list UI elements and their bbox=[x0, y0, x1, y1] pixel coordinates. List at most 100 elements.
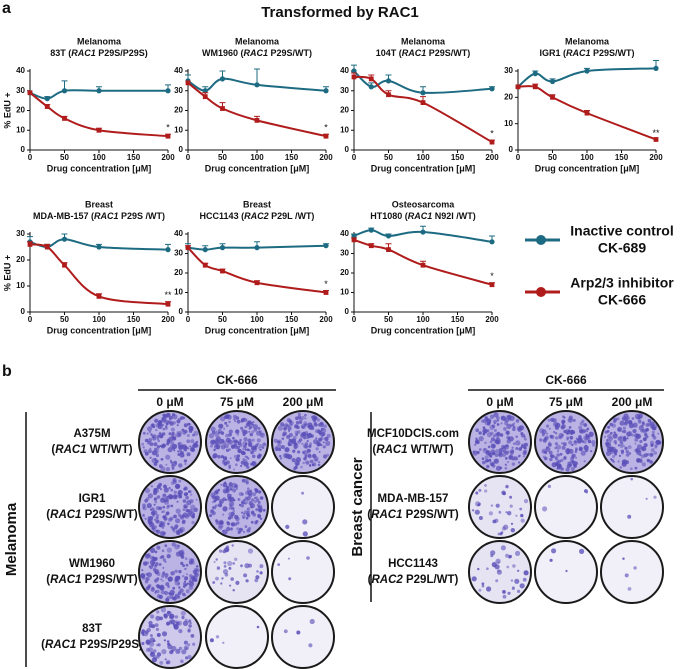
data-point bbox=[185, 80, 191, 86]
colony bbox=[510, 451, 514, 455]
colony bbox=[162, 493, 167, 498]
dish bbox=[600, 475, 664, 539]
colony bbox=[210, 426, 216, 432]
colony bbox=[184, 429, 188, 434]
colony bbox=[645, 435, 649, 439]
colony bbox=[518, 454, 521, 457]
colony bbox=[556, 453, 560, 457]
colony bbox=[575, 437, 579, 441]
legend-label: CK-666 bbox=[598, 292, 646, 308]
colony bbox=[195, 572, 199, 577]
colony bbox=[279, 457, 283, 460]
colony bbox=[141, 629, 145, 633]
colony bbox=[219, 549, 223, 553]
colony bbox=[515, 440, 521, 446]
colony bbox=[178, 479, 182, 483]
colony bbox=[243, 573, 248, 578]
colony bbox=[174, 569, 178, 573]
colony bbox=[215, 576, 219, 581]
colony bbox=[212, 505, 217, 510]
colony bbox=[259, 448, 262, 451]
colony bbox=[247, 420, 252, 425]
colony bbox=[154, 418, 159, 423]
data-point bbox=[386, 92, 391, 98]
y-tick-label: 10 bbox=[340, 288, 349, 297]
chart-title: Breast bbox=[243, 199, 271, 209]
colony bbox=[258, 490, 262, 494]
colony bbox=[654, 444, 657, 447]
colony bbox=[638, 414, 643, 420]
colony bbox=[181, 649, 187, 655]
data-point bbox=[549, 78, 556, 85]
x-tick-label: 100 bbox=[92, 315, 106, 324]
colony bbox=[621, 459, 628, 465]
colony bbox=[613, 448, 618, 454]
colony bbox=[208, 433, 214, 439]
colony bbox=[215, 430, 218, 433]
colony bbox=[147, 493, 153, 499]
colony bbox=[497, 431, 501, 435]
colony bbox=[227, 560, 233, 567]
colony bbox=[236, 521, 240, 525]
colony bbox=[326, 433, 331, 438]
colony bbox=[622, 437, 627, 442]
x-tick-label: 100 bbox=[416, 315, 430, 324]
colony bbox=[306, 556, 310, 560]
colony bbox=[222, 513, 225, 516]
colony bbox=[632, 422, 638, 428]
colony bbox=[634, 442, 637, 445]
colony bbox=[636, 450, 642, 456]
colony bbox=[168, 486, 171, 490]
colony bbox=[510, 522, 514, 525]
colony bbox=[147, 647, 154, 653]
colony bbox=[259, 571, 263, 575]
colony bbox=[169, 459, 172, 462]
colony bbox=[151, 435, 155, 439]
y-tick-label: 0 bbox=[179, 307, 184, 316]
colony bbox=[149, 651, 156, 658]
colony bbox=[183, 580, 187, 583]
colony bbox=[210, 492, 216, 498]
colony bbox=[573, 440, 577, 444]
colony bbox=[161, 444, 165, 448]
colony bbox=[614, 452, 617, 456]
row-genotype-part: ( bbox=[41, 639, 45, 651]
colony bbox=[240, 504, 244, 508]
colony bbox=[218, 523, 224, 529]
colony bbox=[182, 508, 186, 511]
colony bbox=[170, 481, 175, 485]
row-genotype-part: P29S/WT) bbox=[402, 509, 458, 521]
colony bbox=[156, 577, 160, 580]
colony bbox=[312, 462, 317, 467]
colony bbox=[622, 557, 625, 560]
colony bbox=[178, 629, 183, 634]
colony bbox=[188, 581, 194, 587]
colony bbox=[478, 448, 482, 451]
colony bbox=[170, 488, 174, 492]
colony bbox=[251, 438, 255, 442]
colony bbox=[148, 620, 153, 626]
colony bbox=[636, 458, 641, 463]
colony bbox=[542, 455, 546, 459]
colony bbox=[544, 435, 549, 440]
colony bbox=[241, 511, 244, 514]
colony bbox=[189, 508, 193, 513]
colony bbox=[167, 522, 170, 526]
colony bbox=[326, 453, 330, 457]
colony bbox=[142, 446, 145, 449]
row-genotype-part: ( bbox=[367, 509, 371, 521]
colony bbox=[220, 416, 226, 422]
colony bbox=[295, 433, 298, 437]
row-genotype-part: ( bbox=[46, 574, 50, 586]
colony bbox=[639, 454, 642, 457]
significance: * bbox=[324, 279, 328, 289]
colony bbox=[246, 448, 250, 452]
colony bbox=[553, 421, 559, 427]
colony bbox=[162, 505, 165, 509]
colony bbox=[512, 442, 516, 446]
row-label: IGR1 bbox=[79, 493, 106, 505]
colony bbox=[178, 569, 182, 574]
colony bbox=[155, 571, 159, 575]
colony bbox=[280, 445, 285, 449]
significance: ** bbox=[164, 290, 172, 300]
